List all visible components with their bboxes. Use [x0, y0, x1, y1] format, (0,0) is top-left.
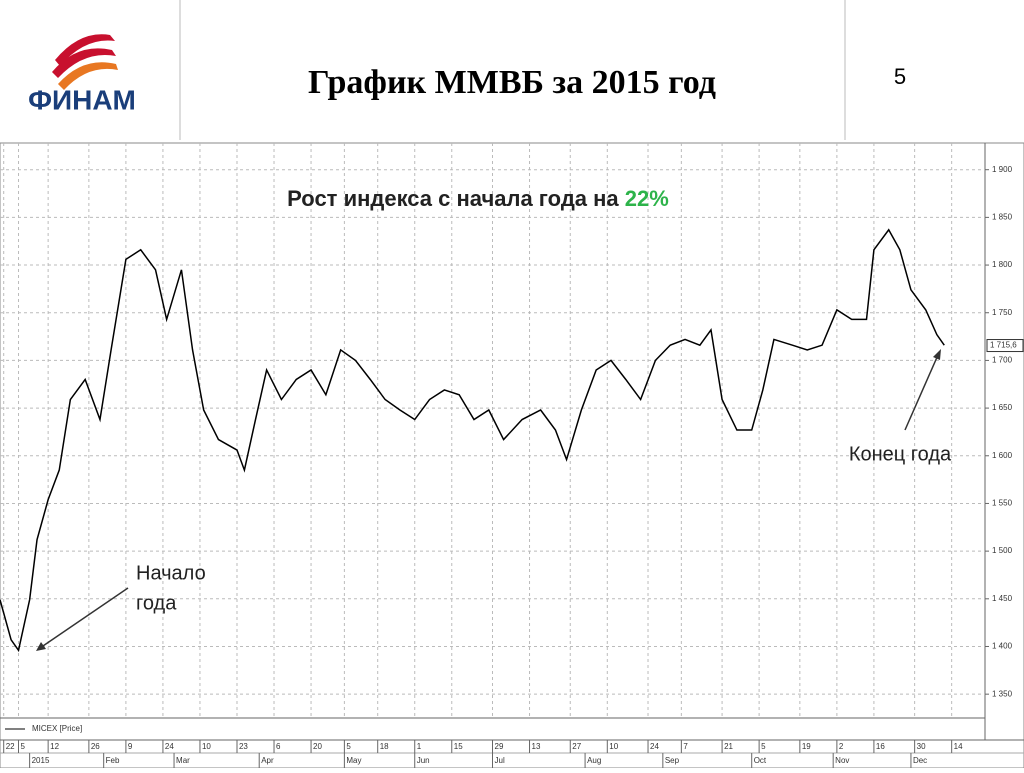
x-tick-label: 10 — [202, 742, 211, 751]
y-tick-label: 1 900 — [992, 165, 1013, 174]
y-tick-label: 1 600 — [992, 451, 1013, 460]
x-tick-label: 20 — [313, 742, 322, 751]
x-tick-label: 27 — [572, 742, 581, 751]
y-tick-label: 1 800 — [992, 260, 1013, 269]
x-tick-label: Jun — [417, 756, 430, 765]
x-tick-label: Dec — [913, 756, 927, 765]
last-value-label: 1 715,6 — [990, 341, 1017, 350]
slide-title: График ММВБ за 2015 год — [308, 64, 716, 101]
last-value-box — [986, 339, 1024, 353]
y-tick-label: 1 400 — [992, 642, 1013, 651]
x-tick-label: 2015 — [32, 756, 50, 765]
legend-label: MICEX [Price] — [32, 724, 82, 733]
x-tick-label: 18 — [380, 742, 389, 751]
x-tick-label: 13 — [532, 742, 541, 751]
x-tick-label: 15 — [454, 742, 463, 751]
x-tick-label: Aug — [587, 756, 601, 765]
x-tick-label: 5 — [21, 742, 26, 751]
x-tick-label: 10 — [609, 742, 618, 751]
annotation-prefix: Рост индекса с начала года на — [287, 186, 625, 211]
x-tick-label: 7 — [683, 742, 688, 751]
annotation: Рост индекса с начала года на 22% — [287, 186, 669, 211]
x-tick-label: 26 — [91, 742, 100, 751]
end-label: Конец года — [849, 443, 952, 465]
grid — [0, 143, 985, 718]
x-tick-label: May — [346, 756, 361, 765]
y-tick-label: 1 550 — [992, 499, 1013, 508]
x-tick-label: 23 — [239, 742, 248, 751]
x-tick-label: Oct — [754, 756, 767, 765]
x-tick-label: 22 — [6, 742, 15, 751]
y-tick-label: 1 700 — [992, 356, 1013, 365]
x-tick-label: 24 — [165, 742, 174, 751]
x-tick-label: Nov — [835, 756, 849, 765]
y-tick-label: 1 750 — [992, 308, 1013, 317]
y-tick-label: 1 350 — [992, 689, 1013, 698]
x-tick-label: 30 — [917, 742, 926, 751]
page-number: 5 — [894, 64, 906, 89]
x-tick-label: 12 — [50, 742, 59, 751]
x-tick-label: 1 — [417, 742, 422, 751]
y-tick-label: 1 450 — [992, 594, 1013, 603]
x-tick-label: 2 — [839, 742, 844, 751]
x-tick-label: 24 — [650, 742, 659, 751]
start-label: года — [136, 592, 177, 614]
y-tick-label: 1 650 — [992, 403, 1013, 412]
x-tick-label: 16 — [876, 742, 885, 751]
x-tick-label: 6 — [276, 742, 281, 751]
annotation-highlight: 22% — [625, 186, 669, 211]
x-tick-label: 14 — [954, 742, 963, 751]
x-tick-label: 29 — [495, 742, 504, 751]
x-tick-label: Mar — [176, 756, 190, 765]
x-tick-label: 5 — [761, 742, 766, 751]
price-line — [0, 228, 945, 653]
x-tick-label: 5 — [346, 742, 351, 751]
plot — [0, 228, 945, 653]
y-tick-label: 1 500 — [992, 546, 1013, 555]
axes: 1 350 1 400 1 450 1 500 1 550 1 600 1 650 1 700… — [3, 165, 1024, 768]
arrow — [39, 587, 129, 649]
logo-mark — [52, 34, 118, 90]
arrow-head — [36, 642, 46, 651]
arrow-head — [933, 349, 941, 360]
x-tick-label: Sep — [665, 756, 680, 765]
start-label: Начало — [136, 562, 206, 584]
x-tick-label: 21 — [724, 742, 733, 751]
y-tick-label: 1 850 — [992, 212, 1013, 221]
arrow — [904, 354, 939, 431]
x-tick-label: 9 — [128, 742, 133, 751]
x-tick-label: Jul — [495, 756, 505, 765]
logo-text: ФИНАМ — [28, 84, 136, 115]
x-tick-label: Feb — [106, 756, 120, 765]
x-tick-label: Apr — [261, 756, 274, 765]
x-tick-label: 19 — [802, 742, 811, 751]
